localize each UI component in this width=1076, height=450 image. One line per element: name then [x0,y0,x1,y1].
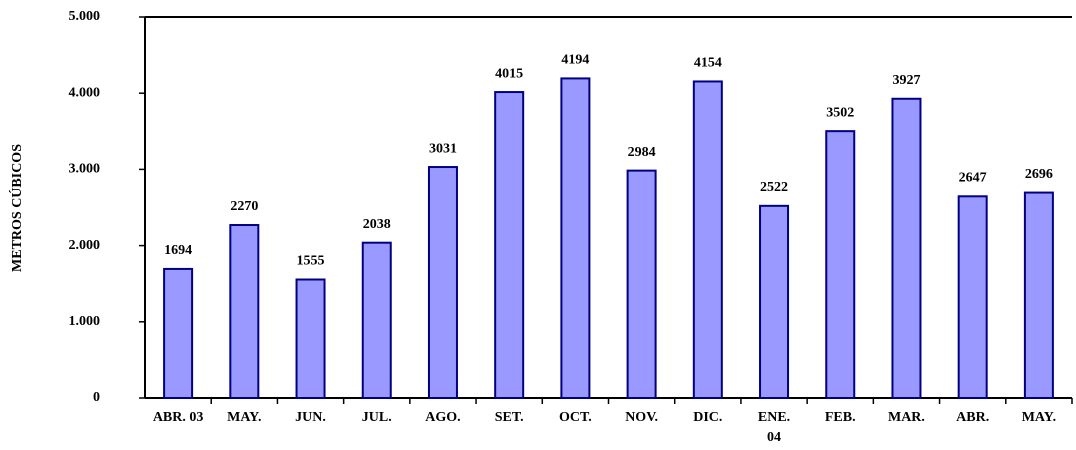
value-label: 4015 [495,66,523,81]
bar [759,204,790,399]
y-tick-label: 2.000 [69,238,101,253]
x-tick-label: JUN. [295,410,326,425]
x-tick-label: OCT. [558,410,592,425]
x-tick-label: ABR. 03 [152,410,204,425]
y-tick-label: 5.000 [69,9,101,24]
value-label: 2647 [959,171,987,186]
x-tick-label: MAY. [227,410,262,425]
y-axis-title: METROS CÚBICOS [8,144,25,272]
bar [361,241,392,399]
x-tick-label: ENE. 04 [757,410,791,445]
value-label: 1555 [297,254,325,269]
value-label: 1694 [164,243,192,258]
x-tick-label: JUL. [361,410,392,425]
x-tick-label: AGO. [425,410,461,425]
x-tick-label: FEB. [824,410,856,425]
x-tick-label: MAR. [887,410,925,425]
value-label: 4154 [694,56,722,71]
y-tick-label: 4.000 [69,85,101,100]
bar [692,80,723,399]
bar [825,130,856,399]
bar [560,77,591,399]
value-label: 3031 [429,141,457,156]
bar [494,91,525,399]
value-label: 2984 [628,145,656,160]
value-label: 2270 [230,199,258,214]
x-tick-label: NOV. [625,410,658,425]
value-label: 4194 [561,53,589,68]
y-tick-label: 0 [93,390,100,405]
x-tick-label: ABR. [956,410,990,425]
value-label: 2696 [1025,167,1053,182]
bar [229,224,260,399]
bar [427,166,458,399]
x-tick-label: DIC. [693,410,723,425]
x-tick-label: MAY. [1021,410,1057,425]
bar [626,169,657,399]
value-label: 3927 [892,73,920,88]
bar [163,267,194,399]
y-tick-label: 3.000 [69,162,101,177]
y-tick-label: 1.000 [69,314,101,329]
bar [1023,191,1054,399]
value-label: 2522 [760,180,788,195]
bar [295,278,326,399]
bar [891,97,922,399]
bar [957,195,988,399]
x-tick-label: SET. [494,410,524,425]
value-label: 2038 [363,217,391,232]
value-label: 3502 [826,105,854,120]
